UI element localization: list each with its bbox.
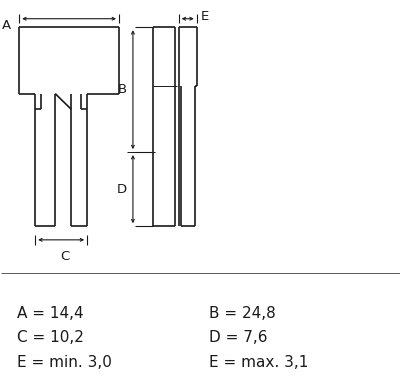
Text: B: B [118, 83, 127, 96]
Text: E = max. 3,1: E = max. 3,1 [209, 355, 308, 370]
Text: D = 7,6: D = 7,6 [209, 330, 267, 345]
Text: D: D [117, 183, 127, 196]
Text: C: C [60, 250, 70, 262]
Text: A: A [2, 19, 11, 32]
Text: E: E [201, 10, 209, 23]
Text: B = 24,8: B = 24,8 [209, 307, 276, 321]
Text: A = 14,4: A = 14,4 [17, 307, 84, 321]
Text: C = 10,2: C = 10,2 [17, 330, 84, 345]
Text: E = min. 3,0: E = min. 3,0 [17, 355, 112, 370]
